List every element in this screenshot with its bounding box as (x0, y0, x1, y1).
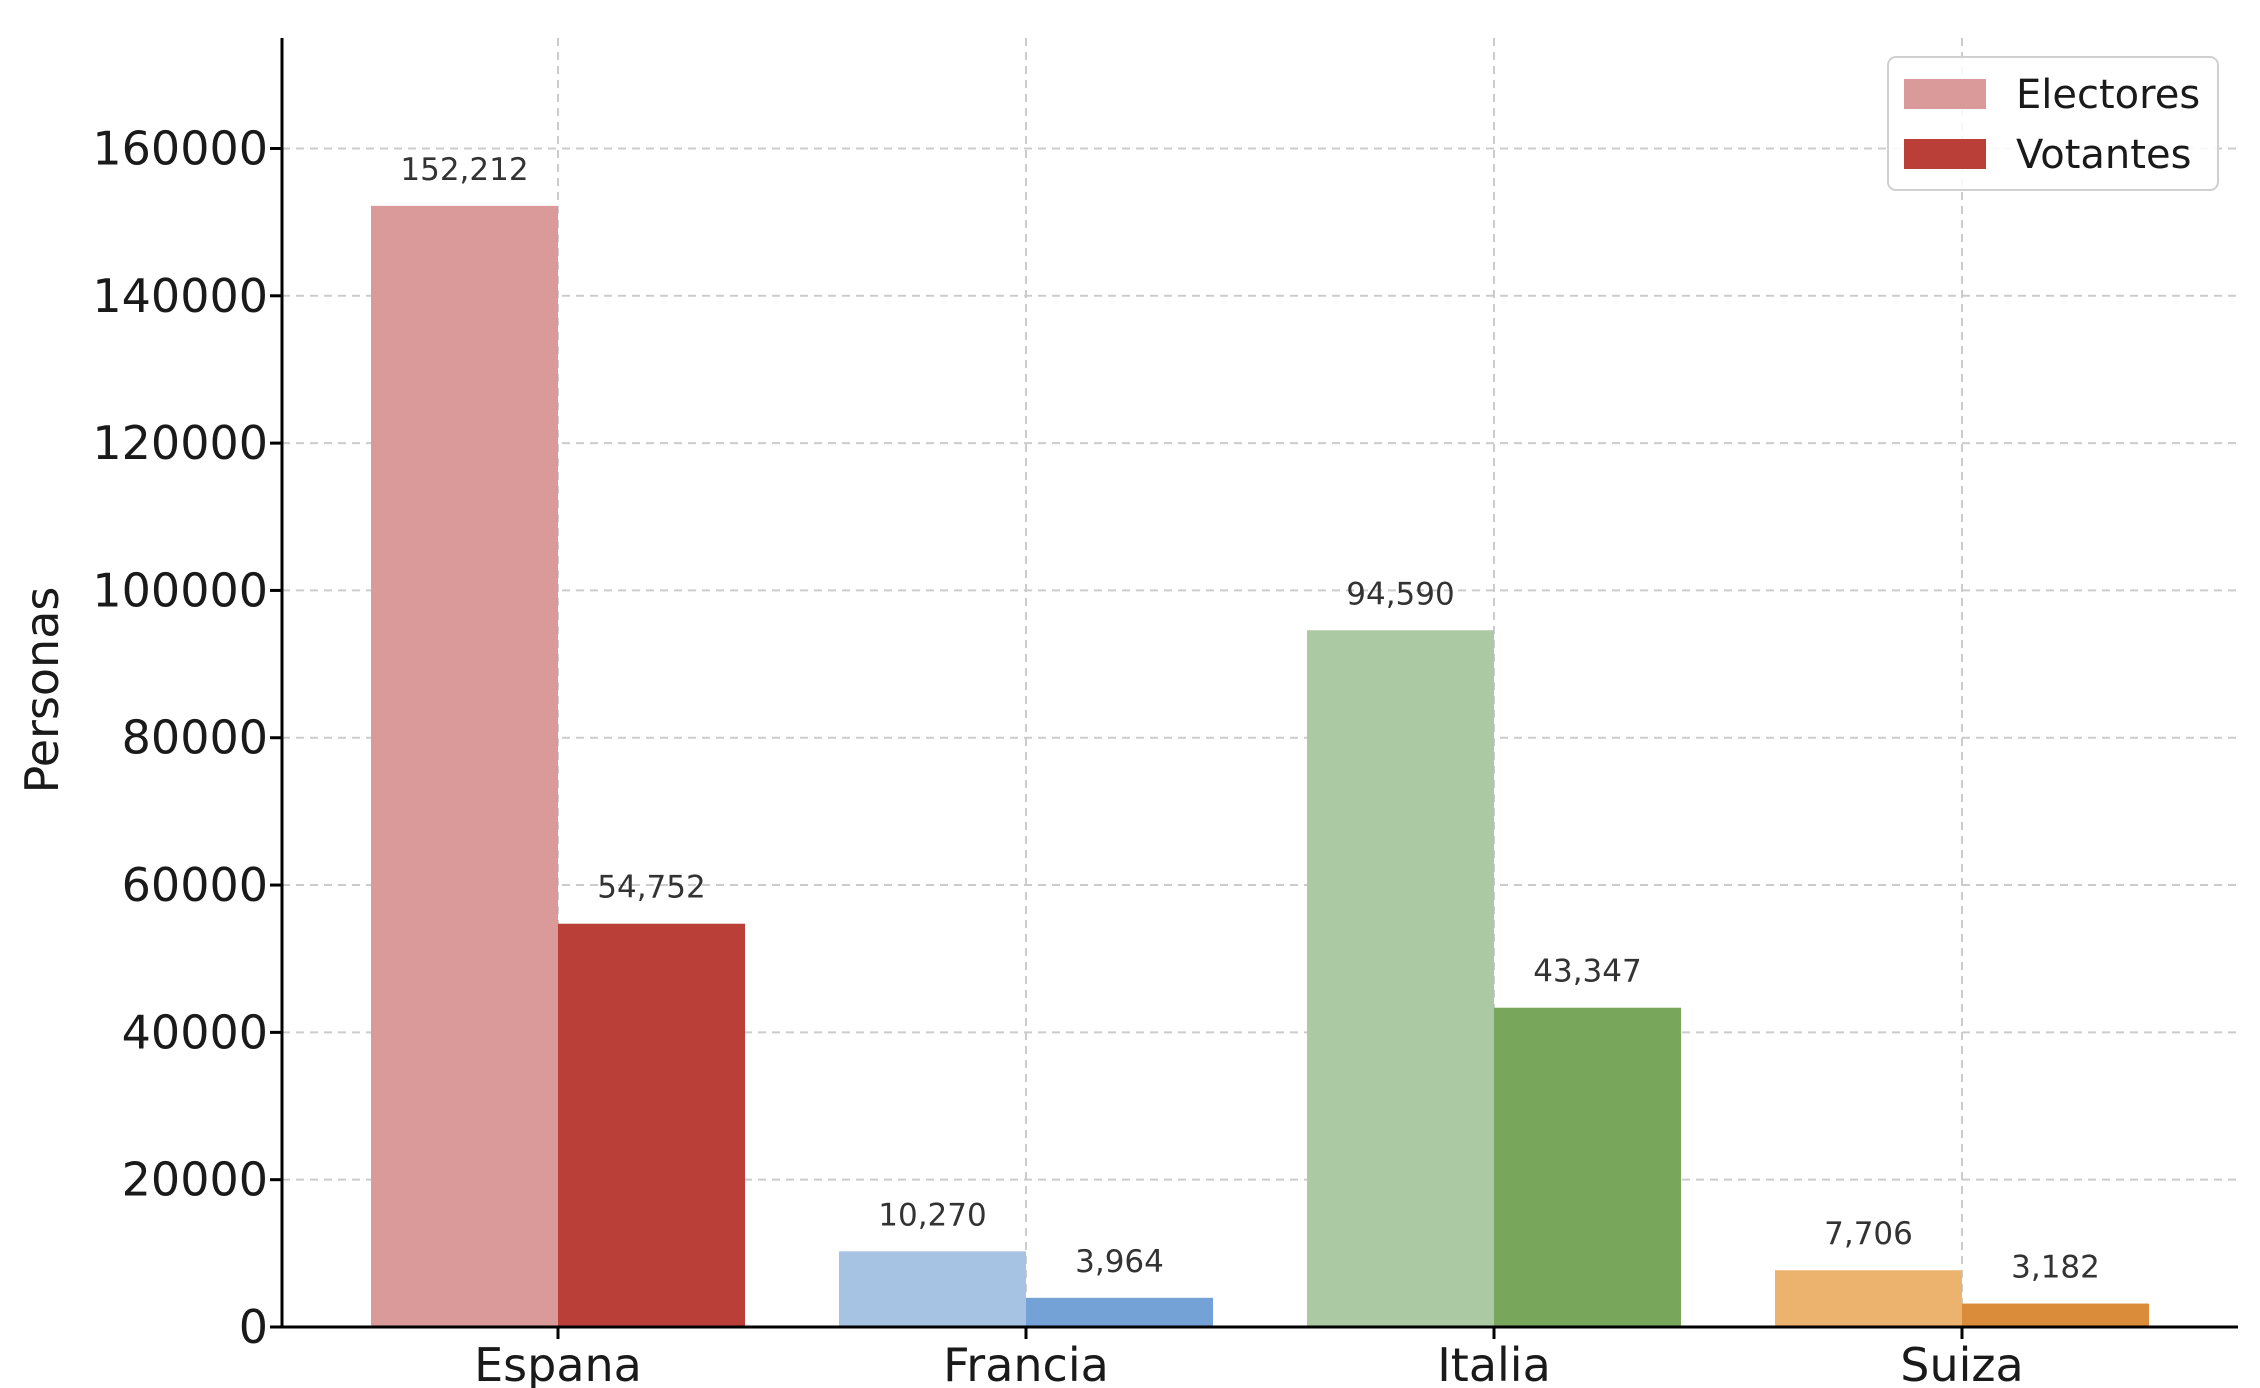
bar-votantes-francia (1026, 1297, 1213, 1327)
value-label: 94,590 (1346, 576, 1454, 612)
value-label: 7,706 (1824, 1216, 1913, 1252)
y-axis-title: Personas (15, 587, 69, 794)
x-tick-label: Suiza (1900, 1338, 2023, 1388)
y-tick-label: 120000 (92, 416, 268, 470)
bar-electores-italia (1307, 630, 1494, 1327)
value-label: 10,270 (878, 1197, 986, 1233)
y-tick-label: 60000 (122, 858, 268, 912)
value-label: 3,182 (2011, 1250, 2100, 1286)
y-tick-label: 100000 (92, 563, 268, 617)
x-tick-label: Italia (1437, 1338, 1551, 1388)
y-tick-label: 160000 (92, 121, 268, 175)
legend: Electores Votantes (1887, 56, 2219, 191)
bar-electores-francia (839, 1251, 1026, 1327)
bar-electores-suiza (1775, 1270, 1962, 1327)
bar-votantes-espana (558, 923, 745, 1327)
x-tick-label: Espana (474, 1338, 642, 1388)
y-tick-label: 140000 (92, 269, 268, 323)
y-tick-label: 0 (239, 1300, 268, 1354)
value-label: 43,347 (1533, 954, 1641, 990)
bar-votantes-suiza (1962, 1303, 2149, 1327)
bar-votantes-italia (1494, 1007, 1681, 1327)
legend-swatch-electores (1904, 79, 1986, 109)
legend-label-votantes: Votantes (2016, 132, 2191, 178)
value-labels: 152,212 54,752 10,270 3,964 94,590 43,347 7,70… (400, 152, 2099, 1286)
bars (371, 205, 2149, 1328)
value-label: 54,752 (597, 870, 705, 906)
legend-label-electores: Electores (2016, 72, 2200, 118)
y-tick-label: 80000 (122, 711, 268, 765)
x-tick-label: Francia (943, 1338, 1109, 1388)
axes: 0 20000 40000 60000 80000 100000 120000 140000 1… (92, 38, 2238, 1388)
bar-electores-espana (371, 205, 558, 1328)
legend-swatch-votantes (1904, 139, 1986, 169)
y-tick-label: 40000 (122, 1005, 268, 1059)
y-tick-label: 20000 (122, 1153, 268, 1207)
value-label: 3,964 (1075, 1244, 1164, 1280)
value-label: 152,212 (400, 152, 528, 188)
